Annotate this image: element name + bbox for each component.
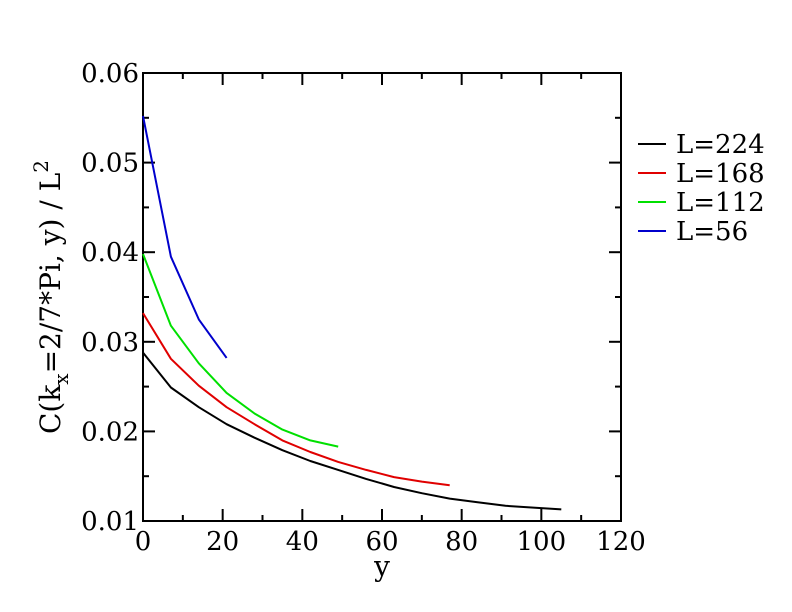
x-tick-label: 80 xyxy=(445,527,478,557)
y-axis-label-sup: 2 xyxy=(29,160,53,173)
y-axis-label-mid: =2/7*Pi, y) / L xyxy=(34,173,67,374)
y-axis-label-sub: x xyxy=(49,373,73,385)
y-tick-label: 0.01 xyxy=(81,507,139,537)
x-axis-label: y xyxy=(373,550,390,583)
x-tick-label: 60 xyxy=(365,527,398,557)
x-tick-label: 120 xyxy=(596,527,646,557)
legend-item: L=224 xyxy=(638,130,765,160)
y-tick-label: 0.02 xyxy=(81,417,139,447)
legend-label: L=112 xyxy=(676,188,765,218)
y-tick-label: 0.03 xyxy=(81,328,139,358)
legend-label: L=56 xyxy=(676,217,748,247)
y-axis-label-base: C(k xyxy=(34,384,67,434)
series-line-l-112 xyxy=(142,253,339,448)
x-tick-label: 40 xyxy=(286,527,319,557)
axis-ticks xyxy=(142,72,622,522)
legend-item: L=168 xyxy=(638,159,765,189)
x-tick-label: 100 xyxy=(517,527,567,557)
legend-label: L=168 xyxy=(676,159,765,189)
legend-label: L=224 xyxy=(676,130,765,160)
x-tick-label: 0 xyxy=(135,527,152,557)
axis-tick-labels: 0 20 40 60 80 100 120 0.01 0.02 0.03 0.04 0.05 0.06 xyxy=(81,59,646,557)
x-tick-label: 20 xyxy=(206,527,239,557)
y-tick-label: 0.06 xyxy=(81,59,139,89)
series-lines xyxy=(142,115,562,511)
y-tick-label: 0.05 xyxy=(81,149,139,179)
series-line-l-224 xyxy=(142,351,562,511)
plot-frame xyxy=(142,72,622,522)
legend-item: L=56 xyxy=(638,217,748,247)
legend-item: L=112 xyxy=(638,188,765,218)
series-line-l-168 xyxy=(142,312,450,487)
series-line-l-56 xyxy=(142,115,228,359)
y-axis-label: C(kx=2/7*Pi, y) / L2 xyxy=(29,160,73,434)
y-tick-label: 0.04 xyxy=(81,238,139,268)
